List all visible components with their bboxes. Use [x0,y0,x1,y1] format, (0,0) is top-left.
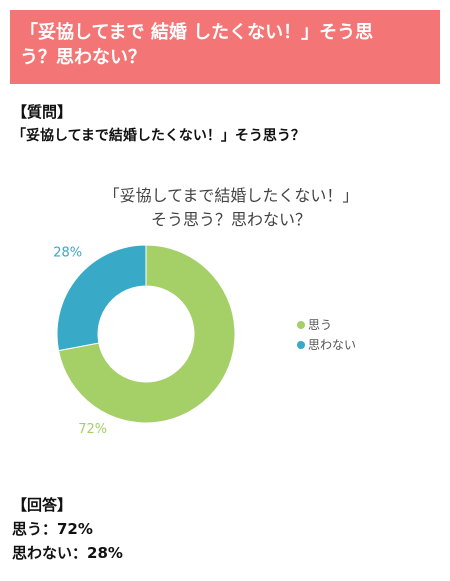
banner-title-line-1: 「妥協してまで 結婚 したくない！」そう思 [20,22,374,43]
question-section: 【質問】 「妥協してまで結婚したくない！」そう思う？ [12,100,442,148]
chart-title-line-1: 「妥協してまで結婚したくない！」 [103,186,359,205]
answer-line-disagree: 思わない：28% [12,544,123,562]
answer-line-agree: 思う：72% [12,520,93,538]
legend-label-disagree: 思わない [308,338,357,352]
donut-label-agree: 72% [78,422,107,437]
chart-legend: 思う 思わない [297,315,356,355]
answer-section: 【回答】 思う：72% 思わない：28% [12,493,442,565]
question-text: 「妥協してまで結婚したくない！」そう思う？ [12,128,305,144]
donut-slice-agree [57,244,236,424]
header-banner: 「妥協してまで 結婚 したくない！」そう思 う？思わない？ [10,10,440,84]
legend-item-agree: 思う [297,315,356,335]
donut-chart-svg: 72% 28% [53,244,236,437]
donut-label-disagree: 28% [53,246,82,261]
legend-item-disagree: 思わない [297,335,356,355]
answer-heading: 【回答】 [12,496,73,514]
legend-dot-disagree [297,341,305,349]
question-heading: 【質問】 [12,103,73,121]
banner-title-line-2: う？思わない？ [20,47,146,68]
donut-chart: 72% 28% [0,230,450,450]
donut-slice-disagree [56,244,147,352]
chart-title: 「妥協してまで結婚したくない！」 そう思う？思わない？ [70,184,392,232]
legend-label-agree: 思う [308,318,333,332]
chart-title-line-2: そう思う？思わない？ [150,210,311,229]
legend-dot-agree [297,321,305,329]
